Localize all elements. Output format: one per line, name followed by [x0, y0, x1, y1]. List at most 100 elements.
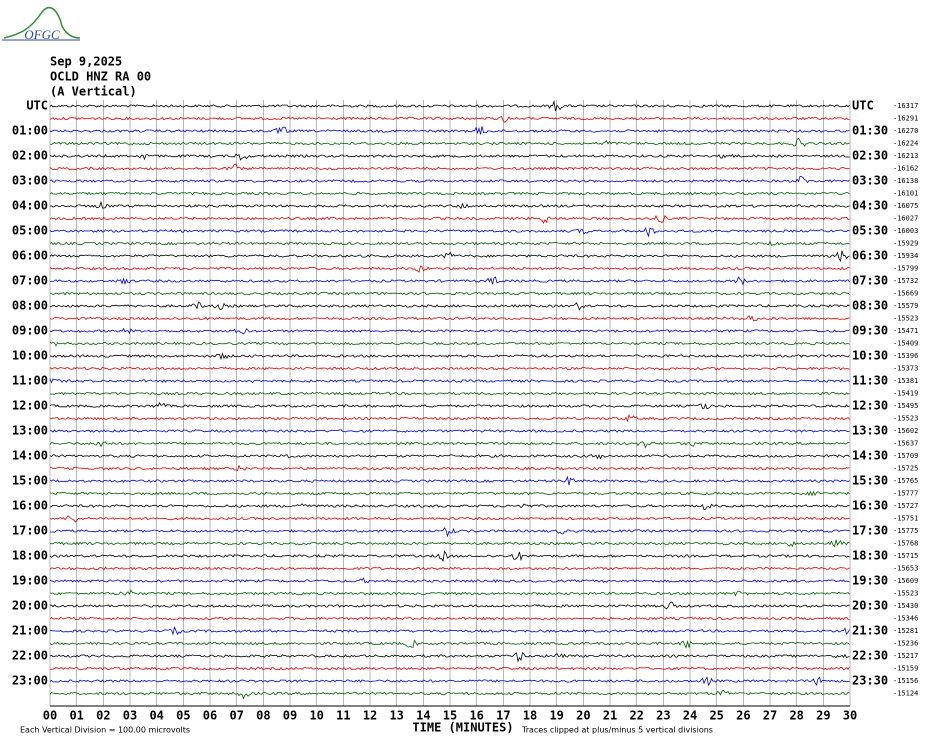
trace — [49, 539, 850, 548]
x-tick-label: 10 — [309, 709, 323, 723]
trace — [49, 200, 850, 210]
trace — [49, 527, 850, 538]
trace — [49, 503, 850, 511]
left-time-label: 22:00 — [12, 649, 48, 663]
right-time-label: 09:30 — [852, 324, 888, 338]
offset-label: -15346 — [893, 615, 918, 623]
offset-label: -16162 — [893, 165, 918, 173]
left-time-label: 02:00 — [12, 149, 48, 163]
offset-label: -16224 — [893, 140, 918, 148]
offset-label: -15579 — [893, 302, 918, 310]
x-tick-label: 05 — [176, 709, 190, 723]
x-tick-label: 02 — [96, 709, 110, 723]
trace — [49, 429, 850, 433]
x-tick-label: 15 — [443, 709, 457, 723]
right-time-label: 04:30 — [852, 199, 888, 213]
left-time-label: 18:00 — [12, 549, 48, 563]
offset-label: -16317 — [893, 102, 918, 110]
left-time-label: 10:00 — [12, 349, 48, 363]
left-time-label: 13:00 — [12, 424, 48, 438]
offset-label: -15430 — [893, 602, 918, 610]
left-time-label: 03:00 — [12, 174, 48, 188]
left-time-label: 20:00 — [12, 599, 48, 613]
right-time-label: 17:30 — [852, 524, 888, 538]
x-tick-label: 25 — [709, 709, 723, 723]
offset-label: -15495 — [893, 402, 918, 410]
right-time-label: 02:30 — [852, 149, 888, 163]
left-time-label: 14:00 — [12, 449, 48, 463]
trace — [49, 625, 850, 636]
x-axis-label: TIME (MINUTES) — [412, 721, 513, 735]
offset-label: -16291 — [893, 115, 918, 123]
trace — [49, 100, 850, 112]
x-tick-label: 26 — [736, 709, 750, 723]
trace — [49, 441, 850, 449]
right-time-label: 15:30 — [852, 474, 888, 488]
left-time-label: UTC — [26, 99, 48, 113]
right-time-label: 18:30 — [852, 549, 888, 563]
x-tick-label: 13 — [389, 709, 403, 723]
trace — [49, 227, 850, 238]
offset-label: -15419 — [893, 390, 918, 398]
trace — [49, 475, 850, 486]
offset-label: -15777 — [893, 490, 918, 498]
x-tick-label: 17 — [496, 709, 510, 723]
trace — [49, 601, 850, 610]
trace — [49, 327, 850, 335]
logo: OFGC — [2, 6, 81, 42]
trace — [49, 115, 850, 123]
offset-label: -15523 — [893, 415, 918, 423]
offset-label: -15409 — [893, 340, 918, 348]
offset-label: -15236 — [893, 640, 918, 648]
left-time-label: 15:00 — [12, 474, 48, 488]
right-time-label: 23:30 — [852, 674, 888, 688]
left-time-label: 04:00 — [12, 199, 48, 213]
x-tick-label: 08 — [256, 709, 270, 723]
trace — [49, 163, 850, 171]
trace — [49, 676, 850, 687]
trace — [49, 464, 850, 472]
offset-label: -15732 — [893, 277, 918, 285]
right-time-label: 19:30 — [852, 574, 888, 588]
trace — [49, 291, 850, 296]
right-time-label: 11:30 — [852, 374, 888, 388]
offset-label: -15653 — [893, 565, 918, 573]
title-line: Sep 9,2025 — [50, 55, 122, 69]
offset-label: -16213 — [893, 152, 918, 160]
logo-text: OFGC — [24, 27, 60, 42]
offset-label: -15768 — [893, 540, 918, 548]
title-line: OCLD HNZ RA 00 — [50, 70, 151, 84]
trace — [49, 126, 850, 135]
x-tick-label: 14 — [416, 709, 430, 723]
trace — [49, 391, 850, 396]
x-tick-label: 07 — [229, 709, 243, 723]
x-tick-label: 22 — [629, 709, 643, 723]
x-tick-label: 01 — [69, 709, 83, 723]
x-tick-label: 28 — [789, 709, 803, 723]
left-time-label: 11:00 — [12, 374, 48, 388]
trace — [49, 301, 850, 311]
trace — [49, 250, 850, 263]
trace — [49, 175, 850, 184]
offset-label: -15765 — [893, 477, 918, 485]
right-time-label: 13:30 — [852, 424, 888, 438]
trace — [49, 589, 850, 597]
x-tick-label: 20 — [576, 709, 590, 723]
x-tick-label: 06 — [203, 709, 217, 723]
trace — [49, 191, 850, 196]
left-time-label: 06:00 — [12, 249, 48, 263]
offset-label: -16027 — [893, 215, 918, 223]
x-tick-label: 11 — [336, 709, 350, 723]
left-time-label: 08:00 — [12, 299, 48, 313]
offset-label: -15934 — [893, 252, 918, 260]
right-time-label: 07:30 — [852, 274, 888, 288]
right-time-label: 22:30 — [852, 649, 888, 663]
right-time-label: 16:30 — [852, 499, 888, 513]
right-time-label: 06:30 — [852, 249, 888, 263]
x-tick-label: 03 — [123, 709, 137, 723]
offset-label: -15775 — [893, 527, 918, 535]
offset-label: -15799 — [893, 265, 918, 273]
offset-label: -15715 — [893, 552, 918, 560]
offset-label: -15523 — [893, 315, 918, 323]
